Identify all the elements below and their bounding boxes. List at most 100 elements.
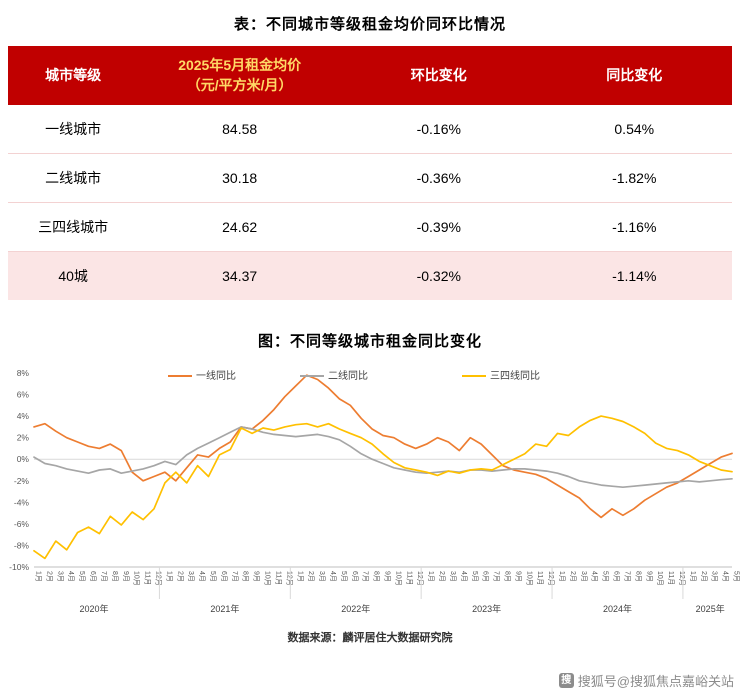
svg-text:2月: 2月 [700, 571, 708, 582]
cell-yoy: -1.82% [536, 153, 732, 203]
svg-text:11月: 11月 [536, 571, 544, 585]
sohu-logo-icon: 搜 [558, 673, 574, 688]
svg-text:-4%: -4% [14, 497, 30, 507]
svg-text:2月: 2月 [176, 571, 184, 582]
svg-text:4月: 4月 [722, 571, 730, 582]
svg-text:2月: 2月 [569, 571, 577, 582]
svg-text:9月: 9月 [645, 571, 653, 582]
cell-mom: -0.36% [341, 153, 537, 203]
chart-title: 图：不同等级城市租金同比变化 [257, 332, 482, 350]
svg-text:4月: 4月 [591, 571, 599, 582]
svg-text:6月: 6月 [89, 571, 97, 582]
svg-text:7月: 7月 [362, 571, 370, 582]
svg-text:9月: 9月 [122, 571, 130, 582]
svg-text:12月: 12月 [547, 571, 555, 586]
svg-text:2020年: 2020年 [79, 603, 108, 614]
svg-text:12月: 12月 [416, 571, 424, 586]
svg-text:2024年: 2024年 [603, 603, 632, 614]
table-row: 一线城市 84.58 -0.16% 0.54% [8, 104, 732, 154]
cell-tier: 二线城市 [8, 153, 139, 203]
cell-yoy: -1.14% [536, 251, 732, 300]
svg-text:1月: 1月 [35, 571, 43, 582]
svg-text:3月: 3月 [449, 571, 457, 582]
table-title: 表：不同城市等级租金均价同环比情况 [233, 16, 506, 33]
svg-text:7月: 7月 [231, 571, 239, 582]
svg-text:3月: 3月 [318, 571, 326, 582]
svg-text:2月: 2月 [45, 571, 53, 582]
svg-text:5月: 5月 [602, 571, 610, 582]
svg-text:7月: 7月 [493, 571, 501, 582]
svg-text:4月: 4月 [67, 571, 75, 582]
svg-text:4月: 4月 [198, 571, 206, 582]
svg-text:5月: 5月 [340, 571, 348, 582]
svg-text:2022年: 2022年 [341, 603, 370, 614]
svg-text:7月: 7月 [100, 571, 108, 582]
svg-text:10月: 10月 [133, 571, 141, 586]
col-header-city-tier: 城市等级 [8, 46, 139, 105]
svg-text:6月: 6月 [351, 571, 359, 582]
svg-text:9月: 9月 [253, 571, 261, 582]
svg-text:4月: 4月 [329, 571, 337, 582]
svg-text:8月: 8月 [373, 571, 381, 582]
svg-text:3月: 3月 [56, 571, 64, 582]
svg-text:11月: 11月 [144, 571, 152, 585]
svg-text:6%: 6% [17, 389, 30, 399]
svg-text:7月: 7月 [623, 571, 631, 582]
watermark: 搜 搜狐号@搜狐焦点嘉峪关站 [558, 671, 734, 690]
svg-text:8%: 8% [17, 368, 30, 378]
svg-text:10月: 10月 [656, 571, 664, 586]
svg-text:8月: 8月 [111, 571, 119, 582]
svg-text:二线同比: 二线同比 [328, 369, 368, 382]
cell-mom: -0.16% [341, 104, 537, 154]
svg-text:11月: 11月 [405, 571, 413, 585]
cell-price: 30.18 [138, 153, 342, 203]
svg-text:1月: 1月 [427, 571, 435, 582]
svg-text:8月: 8月 [242, 571, 250, 582]
cell-yoy: 0.54% [536, 104, 732, 154]
svg-text:6月: 6月 [613, 571, 621, 582]
svg-text:6月: 6月 [482, 571, 490, 582]
col-header-avg-rent: 2025年5月租金均价 （元/平方米/月） [138, 46, 342, 105]
table-row: 三四线城市 24.62 -0.39% -1.16% [8, 202, 732, 252]
data-source: 数据来源：麟评居住大数据研究院 [287, 631, 453, 644]
yoy-line-chart: 8%6%4%2%0%-2%-4%-6%-8%-10%1月 2月 3月 4月 5月 6月 7月… [9, 368, 740, 614]
svg-text:10月: 10月 [264, 571, 272, 586]
svg-text:4月: 4月 [460, 571, 468, 582]
svg-text:2021年: 2021年 [210, 603, 239, 614]
svg-text:10月: 10月 [394, 571, 402, 586]
cell-tier: 40城 [8, 251, 139, 300]
svg-text:1月: 1月 [296, 571, 304, 582]
col-header-yoy-change: 同比变化 [536, 46, 732, 105]
svg-text:4%: 4% [17, 411, 30, 421]
table-row: 二线城市 30.18 -0.36% -1.82% [8, 153, 732, 203]
svg-text:10月: 10月 [525, 571, 533, 586]
table-header: 城市等级 2025年5月租金均价 （元/平方米/月） 环比变化 同比变化 [8, 46, 732, 105]
svg-text:8月: 8月 [503, 571, 511, 582]
watermark-text: 搜狐号@搜狐焦点嘉峪关站 [577, 674, 734, 689]
svg-text:-8%: -8% [14, 540, 30, 550]
svg-text:1月: 1月 [165, 571, 173, 582]
svg-text:5月: 5月 [733, 571, 740, 582]
cell-tier: 一线城市 [8, 104, 139, 154]
svg-text:5月: 5月 [78, 571, 86, 582]
svg-text:1月: 1月 [689, 571, 697, 582]
svg-text:2月: 2月 [438, 571, 446, 582]
cell-price: 84.58 [138, 104, 342, 154]
svg-text:2%: 2% [17, 432, 30, 442]
svg-text:9月: 9月 [384, 571, 392, 582]
svg-text:11月: 11月 [667, 571, 675, 585]
svg-text:一线同比: 一线同比 [196, 369, 236, 382]
svg-text:8月: 8月 [634, 571, 642, 582]
svg-text:6月: 6月 [220, 571, 228, 582]
svg-text:5月: 5月 [209, 571, 217, 582]
col-header-avg-rent-line2: （元/平方米/月） [186, 77, 293, 94]
svg-text:1月: 1月 [558, 571, 566, 582]
svg-text:0%: 0% [17, 454, 30, 464]
cell-price: 34.37 [138, 251, 342, 300]
svg-text:12月: 12月 [678, 571, 686, 586]
svg-text:3月: 3月 [711, 571, 719, 582]
cell-mom: -0.39% [341, 202, 537, 252]
cell-price: 24.62 [138, 202, 342, 252]
table-row-total-40-cities: 40城 34.37 -0.32% -1.14% [8, 251, 732, 300]
col-header-mom-change: 环比变化 [341, 46, 537, 105]
